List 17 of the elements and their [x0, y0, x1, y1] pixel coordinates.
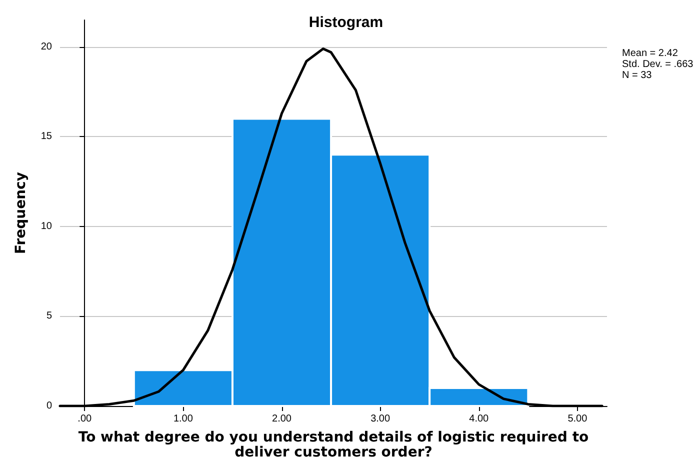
- x-tick-label: 1.00: [173, 414, 194, 424]
- text: N = 33: [622, 70, 652, 81]
- y-axis-title: Frequency: [13, 172, 29, 254]
- x-tick-label: 4.00: [469, 414, 490, 424]
- x-tick-label: 5.00: [568, 414, 588, 424]
- y-tick-label: 0: [46, 400, 52, 412]
- y-tick-label: 5: [46, 310, 52, 322]
- text: Std. Dev. = .663: [622, 59, 694, 70]
- x-tick-label: 3.00: [370, 414, 390, 424]
- x-tick-label: .00: [78, 414, 92, 424]
- x-axis-title: To what degree do you understand details of logistic required to deliver customers order?: [78, 430, 590, 460]
- y-tick-label: 15: [40, 131, 52, 142]
- x-tick-label: 2.00: [272, 414, 292, 424]
- chart-title: Histogram: [308, 14, 384, 31]
- y-tick-label: 10: [40, 220, 52, 232]
- y-tick-label: 20: [40, 41, 52, 52]
- text: Mean = 2.42: [622, 48, 678, 59]
